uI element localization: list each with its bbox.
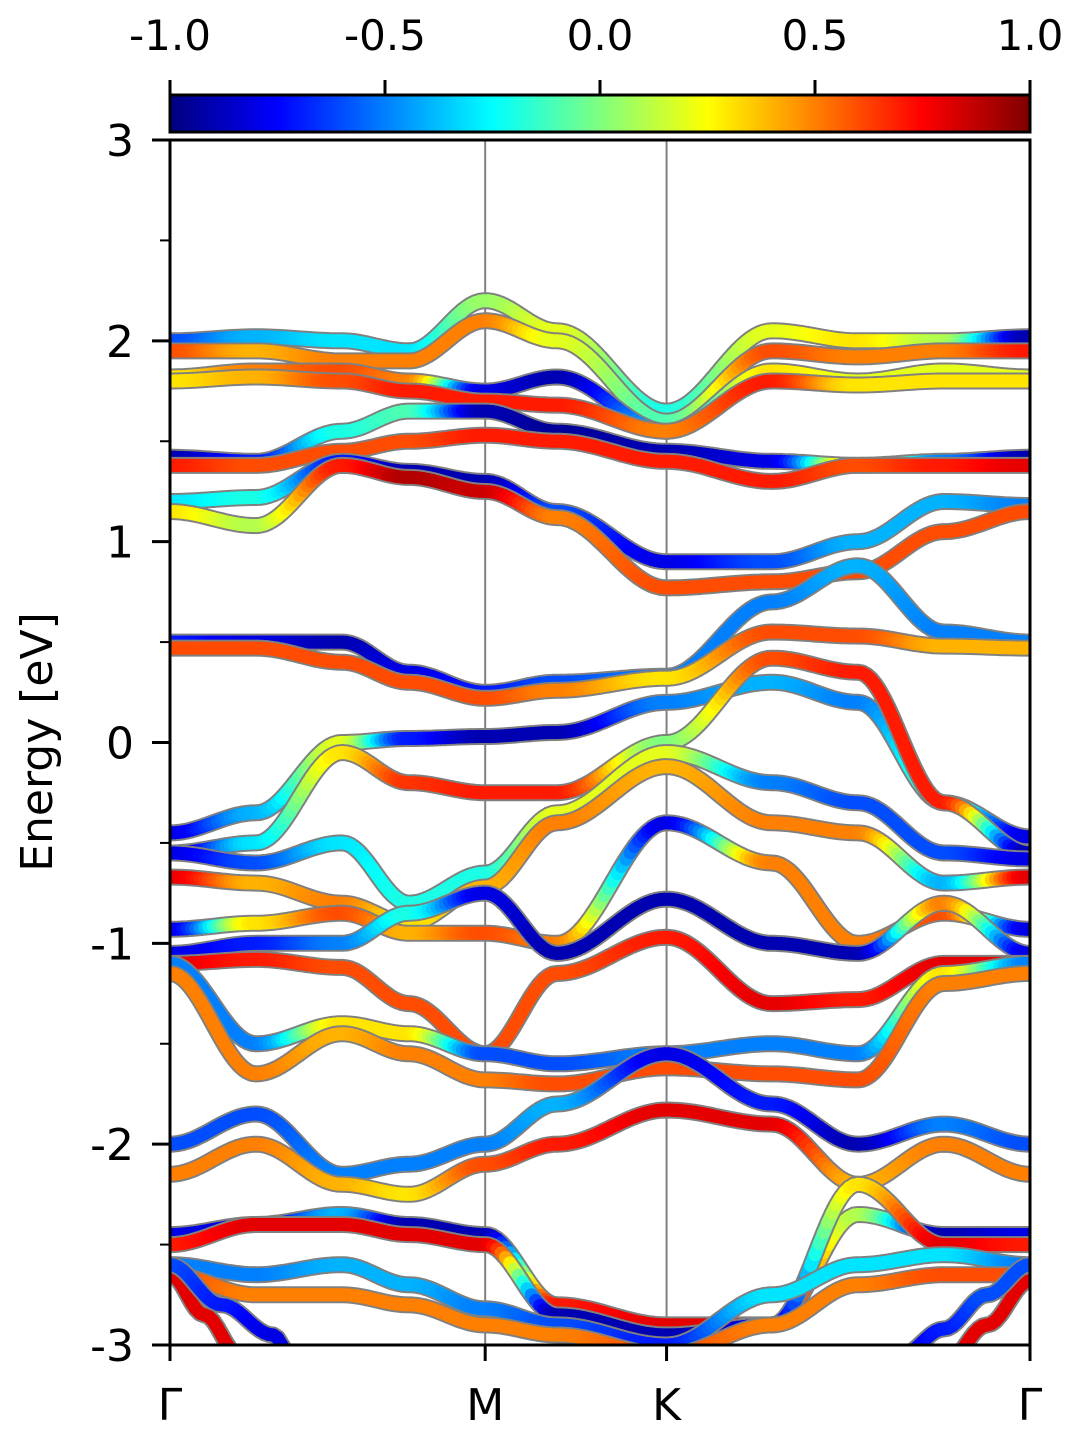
- band-segment: [620, 1342, 635, 1345]
- colorbar-ticks: -1.0 -0.5 0.0 0.5 1.0: [129, 11, 1063, 95]
- band-segment: [689, 1344, 692, 1345]
- band-series: [170, 884, 1030, 962]
- band-segment: [647, 1354, 651, 1355]
- band-segment: [689, 1343, 699, 1345]
- band-segment: [652, 1354, 656, 1355]
- band-series: [170, 368, 1030, 440]
- band-series: [170, 623, 1030, 707]
- band-segment: [690, 1342, 705, 1345]
- colorbar-tick-label: 0.5: [782, 11, 849, 60]
- band-series: [170, 1045, 1030, 1183]
- band-series: [170, 744, 1030, 912]
- bands: [170, 292, 1030, 1355]
- band-series: [170, 557, 1030, 701]
- band-segment: [639, 1352, 643, 1353]
- colorbar-tick-label: 0.0: [567, 11, 634, 60]
- band-segment: [610, 1340, 628, 1345]
- band-series: [170, 1266, 1030, 1355]
- colorbar-gradient: [168, 93, 1032, 134]
- colorbar-tick-label: -0.5: [344, 11, 426, 60]
- band-segment: [693, 1340, 710, 1345]
- band-series: [170, 1101, 1030, 1203]
- band-outline: [170, 557, 1030, 701]
- band-series: [170, 426, 1030, 490]
- colorbar-tick-label: 1.0: [997, 11, 1064, 60]
- band-series: [170, 649, 1030, 862]
- band-series: [170, 954, 1030, 1073]
- colorbar-tick-label: -1.0: [129, 11, 211, 60]
- band-segment: [673, 1354, 677, 1355]
- band-segment: [643, 1353, 647, 1354]
- band-segment: [626, 1343, 637, 1345]
- band-segment: [682, 1353, 686, 1354]
- band-segment: [632, 1344, 637, 1345]
- band-segment: [677, 1354, 681, 1355]
- band-series: [170, 312, 1030, 430]
- colorbar: -1.0 -0.5 0.0 0.5 1.0: [129, 11, 1063, 134]
- band-segment: [615, 1341, 631, 1345]
